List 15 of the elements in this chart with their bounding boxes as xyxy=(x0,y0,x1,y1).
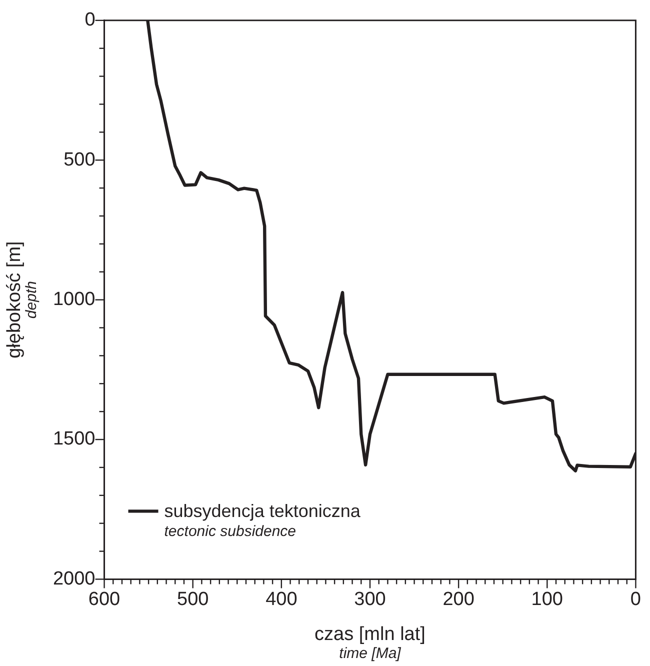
x-tick-label: 100 xyxy=(531,588,563,610)
x-tick-label: 300 xyxy=(354,588,386,610)
y-tick-label: 500 xyxy=(64,149,96,170)
y-tick-label: 1500 xyxy=(52,428,96,450)
x-tick-label: 200 xyxy=(442,588,474,610)
x-tick-label: 600 xyxy=(88,588,120,610)
x-tick-label: 0 xyxy=(630,588,642,610)
y-tick-label: 2000 xyxy=(52,568,96,590)
y-axis-title: głębokość [m] depth xyxy=(4,241,40,358)
x-tick-label: 400 xyxy=(266,588,298,610)
x-axis-title: czas [mln lat] time [Ma] xyxy=(314,624,426,662)
y-tick-label: 0 xyxy=(84,10,96,31)
y-tick-label: 1000 xyxy=(52,289,96,310)
x-tick-label: 500 xyxy=(176,588,209,610)
legend-label: subsydencja tektoniczna tectonic subsidence xyxy=(164,501,362,540)
